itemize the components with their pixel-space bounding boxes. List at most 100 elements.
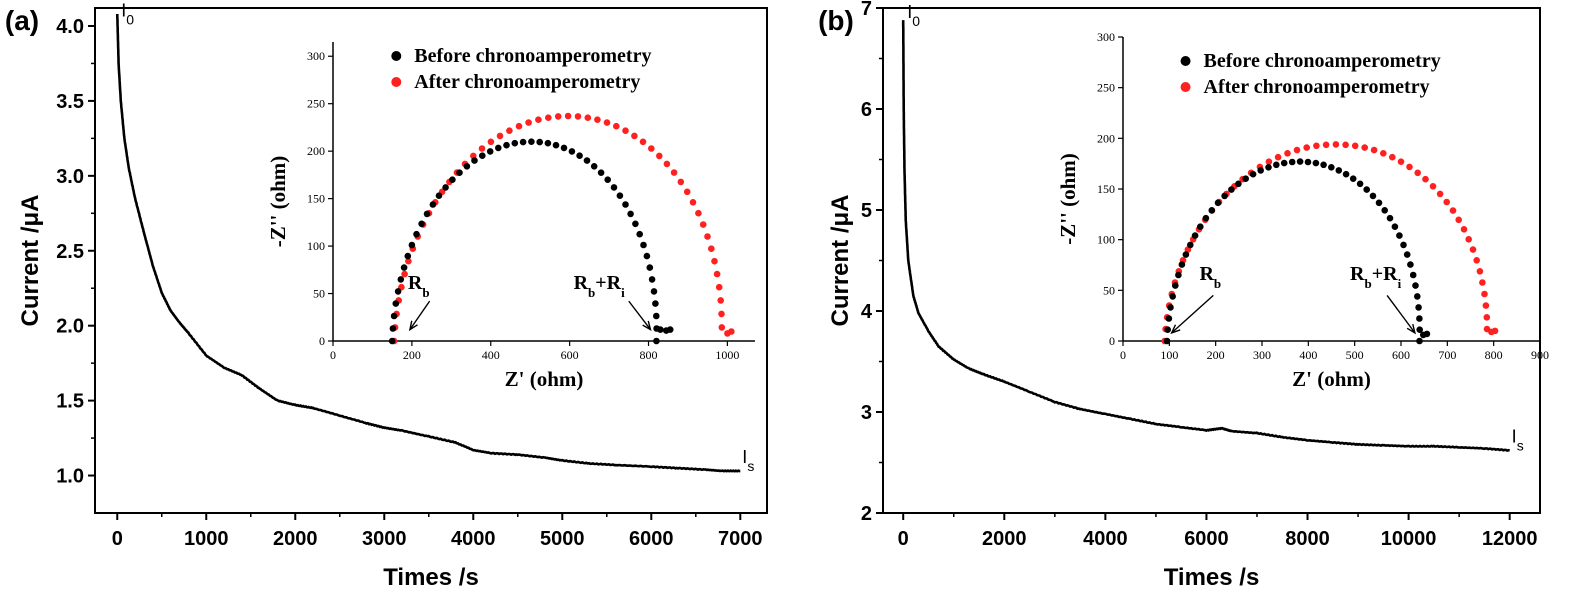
eis-after-point [713, 270, 721, 278]
inset-x-tick-label: 600 [1392, 348, 1410, 362]
eis-after-point [683, 188, 691, 196]
label-text: R [1350, 263, 1365, 285]
eis-before-point [1320, 161, 1327, 169]
eis-before-point [1202, 214, 1210, 222]
eis-after-point [670, 169, 678, 176]
subscript: s [747, 458, 754, 474]
x-tick-label: 7000 [718, 528, 763, 550]
eis-before-point [568, 148, 576, 155]
eis-after-point [401, 270, 408, 278]
x-tick-label: 0 [112, 528, 123, 550]
eis-after-point [487, 138, 495, 146]
label-text: +R [1372, 263, 1398, 285]
eis-before-point [394, 288, 402, 295]
annotation-arrowhead [1170, 324, 1181, 335]
inset-x-tick-label: 100 [1160, 348, 1178, 362]
x-tick-label: 6000 [629, 528, 674, 550]
inset-y-tick-label: 100 [307, 239, 325, 253]
eis-before-point [429, 201, 437, 208]
eis-after-point [1406, 163, 1413, 171]
eis-after-point [1322, 141, 1330, 149]
eis-after-point [1491, 327, 1499, 335]
eis-before-point [648, 276, 656, 283]
annotation-arrowhead [408, 320, 418, 332]
eis-after-point [689, 199, 697, 206]
eis-after-point [1370, 146, 1378, 154]
annotation-arrow [1171, 294, 1214, 334]
eis-before-point [1400, 241, 1407, 249]
eis-before-point [404, 252, 412, 260]
eis-before-point [390, 312, 398, 320]
i-zero-label: I0 [121, 0, 134, 27]
eis-before-point [1335, 167, 1343, 174]
eis-after-point [1332, 141, 1340, 148]
eis-before-point [1375, 199, 1383, 207]
eis-after-point [1342, 141, 1349, 149]
eis-before-point [418, 220, 425, 228]
label-text: R [574, 272, 589, 294]
eis-before-point [560, 144, 568, 152]
eis-before-point [1197, 223, 1204, 230]
eis-after-point [545, 114, 552, 121]
eis-after-point [622, 127, 629, 134]
annotation-rb-ri: Rb+Ri [574, 272, 626, 300]
annotation-arrow [628, 300, 652, 331]
subscript: b [1214, 276, 1221, 291]
inset-x-tick-label: 300 [1253, 348, 1271, 362]
x-tick-label: 8000 [1285, 528, 1330, 550]
subscript: i [1398, 276, 1402, 291]
eis-before-point [1349, 175, 1357, 182]
inset-x-tick-label: 200 [1207, 348, 1225, 362]
legend-marker-before [1180, 56, 1191, 66]
eis-after-point [564, 112, 572, 120]
eis-before-point [1416, 315, 1423, 322]
eis-before-point [1214, 199, 1222, 207]
eis-before-point [576, 152, 583, 159]
eis-after-point [515, 122, 523, 130]
eis-before-point [1208, 207, 1216, 214]
inset-y-tick-label: 150 [307, 192, 325, 206]
eis-before-point [408, 241, 416, 249]
subscript: i [621, 284, 625, 299]
x-tick-label: 12000 [1482, 528, 1538, 550]
eis-after-point [1265, 158, 1273, 165]
x-tick-label: 0 [898, 528, 909, 550]
eis-before-point [1407, 261, 1414, 268]
label-text: I [1512, 426, 1517, 446]
inset-x-tick-label: 0 [1120, 348, 1126, 362]
x-axis-label: Times /s [383, 564, 479, 591]
eis-before-point [392, 300, 400, 307]
eis-after-point [506, 127, 513, 134]
eis-before-point [1221, 192, 1228, 200]
eis-before-point [1228, 186, 1235, 193]
eis-after-point [1422, 175, 1429, 183]
eis-after-point [715, 283, 723, 291]
y-tick-label: 6 [861, 99, 872, 121]
eis-after-point [1389, 153, 1396, 161]
eis-after-point [1397, 158, 1405, 165]
eis-before-point [622, 201, 629, 208]
eis-before-point [463, 163, 471, 170]
annotation-arrow [409, 300, 431, 331]
x-tick-label: 5000 [540, 528, 585, 550]
eis-after-point [717, 297, 724, 304]
inset-y-tick-label: 200 [307, 144, 325, 158]
subscript: s [1517, 437, 1524, 453]
eis-before-point [495, 144, 502, 152]
eis-before-point [1249, 170, 1257, 178]
eis-before-point [536, 138, 543, 146]
eis-before-point [471, 157, 478, 164]
eis-before-point [400, 264, 408, 271]
eis-before-point [1369, 192, 1377, 200]
eis-after-point [663, 160, 671, 168]
eis-before-point [666, 326, 674, 333]
eis-after-point [1469, 246, 1477, 253]
eis-before-point [388, 337, 396, 345]
inset-x-tick-label: 400 [1299, 348, 1317, 362]
eis-before-point [1403, 251, 1411, 258]
eis-before-point [650, 288, 658, 295]
inset: 0 100 200 300 400 500 600 700 800 900 0 50 100 150 200… [1056, 30, 1549, 391]
eis-before-point [1182, 251, 1190, 258]
inset-x-tick-label: 800 [1485, 348, 1503, 362]
